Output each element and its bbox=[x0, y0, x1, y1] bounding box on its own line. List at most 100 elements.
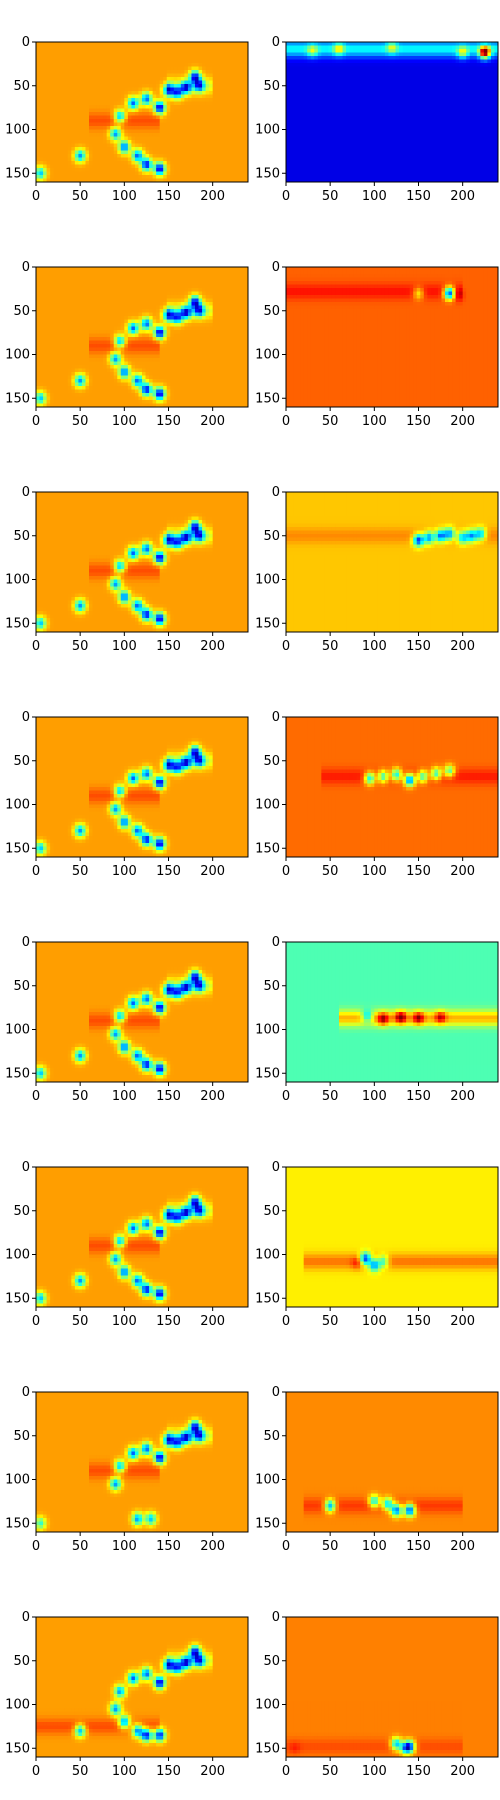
y-tick-label: 150 bbox=[255, 1516, 280, 1531]
y-tick-label: 0 bbox=[272, 260, 280, 275]
axes-frame bbox=[285, 941, 499, 1083]
y-tick-label: 0 bbox=[272, 1610, 280, 1625]
x-tick-label: 150 bbox=[156, 1764, 181, 1779]
y-tick-label: 50 bbox=[263, 79, 280, 94]
x-tick-label: 100 bbox=[362, 1539, 387, 1554]
x-tick-label: 200 bbox=[200, 864, 225, 879]
x-tick-label: 0 bbox=[282, 1539, 290, 1554]
y-tick-label: 50 bbox=[263, 529, 280, 544]
y-tick-label: 100 bbox=[255, 1023, 280, 1038]
y-tick-label: 50 bbox=[13, 979, 30, 994]
heatmap-image bbox=[286, 1617, 498, 1757]
x-tick-label: 0 bbox=[32, 189, 40, 204]
y-tick-label: 150 bbox=[5, 616, 30, 631]
heatmap-image bbox=[286, 42, 498, 182]
y-tick-label: 150 bbox=[255, 1291, 280, 1306]
heatmap-panel-right-1: 0 50 100 150 200 0 50 100 150 bbox=[255, 35, 499, 204]
x-tick-label: 100 bbox=[112, 639, 137, 654]
y-tick-label: 100 bbox=[255, 1698, 280, 1713]
x-tick-label: 0 bbox=[32, 1314, 40, 1329]
y-tick-label: 150 bbox=[5, 166, 30, 181]
x-tick-label: 50 bbox=[322, 1764, 339, 1779]
x-tick-label: 150 bbox=[156, 189, 181, 204]
y-tick-label: 0 bbox=[22, 1160, 30, 1175]
y-tick-label: 150 bbox=[255, 616, 280, 631]
x-tick-label: 100 bbox=[112, 1089, 137, 1104]
y-tick-label: 50 bbox=[263, 754, 280, 769]
x-tick-label: 100 bbox=[362, 1089, 387, 1104]
heatmap-image bbox=[286, 1392, 498, 1532]
y-tick-label: 150 bbox=[5, 391, 30, 406]
x-tick-label: 0 bbox=[282, 864, 290, 879]
heatmap-image bbox=[36, 1392, 248, 1532]
y-tick-label: 0 bbox=[272, 1160, 280, 1175]
y-tick-label: 100 bbox=[5, 1248, 30, 1263]
x-tick-label: 200 bbox=[200, 1089, 225, 1104]
x-tick-label: 200 bbox=[200, 639, 225, 654]
y-tick-label: 0 bbox=[272, 710, 280, 725]
heatmap-panel-left-3: 0 50 100 150 200 0 50 100 150 bbox=[5, 485, 249, 654]
axes-frame bbox=[35, 941, 249, 1083]
x-tick-label: 200 bbox=[450, 1089, 475, 1104]
x-tick-label: 0 bbox=[32, 864, 40, 879]
heatmap-image bbox=[36, 1167, 248, 1307]
x-tick-label: 150 bbox=[156, 1089, 181, 1104]
heatmap-panel-right-6: 0 50 100 150 200 0 50 100 150 bbox=[255, 1160, 499, 1329]
axes-frame bbox=[35, 1391, 249, 1533]
x-tick-label: 200 bbox=[200, 1539, 225, 1554]
y-tick-label: 50 bbox=[263, 1429, 280, 1444]
x-tick-label: 0 bbox=[282, 189, 290, 204]
x-tick-label: 200 bbox=[450, 1539, 475, 1554]
y-tick-label: 100 bbox=[5, 1698, 30, 1713]
x-tick-label: 100 bbox=[362, 864, 387, 879]
x-tick-label: 100 bbox=[112, 189, 137, 204]
axes-frame bbox=[285, 1166, 499, 1308]
x-tick-label: 100 bbox=[112, 1314, 137, 1329]
y-tick-label: 150 bbox=[255, 391, 280, 406]
y-tick-label: 100 bbox=[5, 1023, 30, 1038]
axes-frame bbox=[35, 716, 249, 858]
axes-frame bbox=[285, 266, 499, 408]
x-tick-label: 150 bbox=[406, 1314, 431, 1329]
x-tick-label: 150 bbox=[406, 414, 431, 429]
x-tick-label: 0 bbox=[32, 414, 40, 429]
y-tick-label: 150 bbox=[5, 1516, 30, 1531]
x-tick-label: 200 bbox=[200, 1314, 225, 1329]
x-tick-label: 100 bbox=[362, 189, 387, 204]
x-tick-label: 150 bbox=[406, 1764, 431, 1779]
x-tick-label: 150 bbox=[156, 414, 181, 429]
y-tick-label: 0 bbox=[272, 1385, 280, 1400]
y-tick-label: 50 bbox=[13, 529, 30, 544]
x-tick-label: 200 bbox=[200, 414, 225, 429]
x-tick-label: 200 bbox=[450, 864, 475, 879]
y-tick-label: 0 bbox=[22, 935, 30, 950]
x-tick-label: 50 bbox=[322, 864, 339, 879]
heatmap-image bbox=[286, 942, 498, 1082]
x-tick-label: 0 bbox=[282, 639, 290, 654]
y-tick-label: 100 bbox=[255, 348, 280, 363]
x-tick-label: 150 bbox=[406, 189, 431, 204]
x-tick-label: 100 bbox=[112, 1539, 137, 1554]
y-tick-label: 0 bbox=[22, 485, 30, 500]
x-tick-label: 150 bbox=[156, 1314, 181, 1329]
y-tick-label: 50 bbox=[13, 1204, 30, 1219]
heatmap-panel-right-8: 0 50 100 150 200 0 50 100 150 bbox=[255, 1610, 499, 1779]
x-tick-label: 200 bbox=[450, 1314, 475, 1329]
x-tick-label: 50 bbox=[72, 1089, 89, 1104]
y-tick-label: 100 bbox=[255, 123, 280, 138]
x-tick-label: 150 bbox=[156, 639, 181, 654]
x-tick-label: 150 bbox=[406, 639, 431, 654]
x-tick-label: 150 bbox=[156, 864, 181, 879]
y-tick-label: 100 bbox=[5, 1473, 30, 1488]
heatmap-panel-right-5: 0 50 100 150 200 0 50 100 150 bbox=[255, 935, 499, 1104]
y-tick-label: 50 bbox=[263, 979, 280, 994]
x-tick-label: 100 bbox=[362, 414, 387, 429]
y-tick-label: 0 bbox=[22, 35, 30, 50]
heatmap-panel-right-7: 0 50 100 150 200 0 50 100 150 bbox=[255, 1385, 499, 1554]
y-tick-label: 150 bbox=[255, 1741, 280, 1756]
y-tick-label: 100 bbox=[5, 123, 30, 138]
y-tick-label: 100 bbox=[5, 573, 30, 588]
y-tick-label: 0 bbox=[22, 1385, 30, 1400]
y-tick-label: 50 bbox=[13, 1654, 30, 1669]
y-tick-label: 100 bbox=[255, 1473, 280, 1488]
